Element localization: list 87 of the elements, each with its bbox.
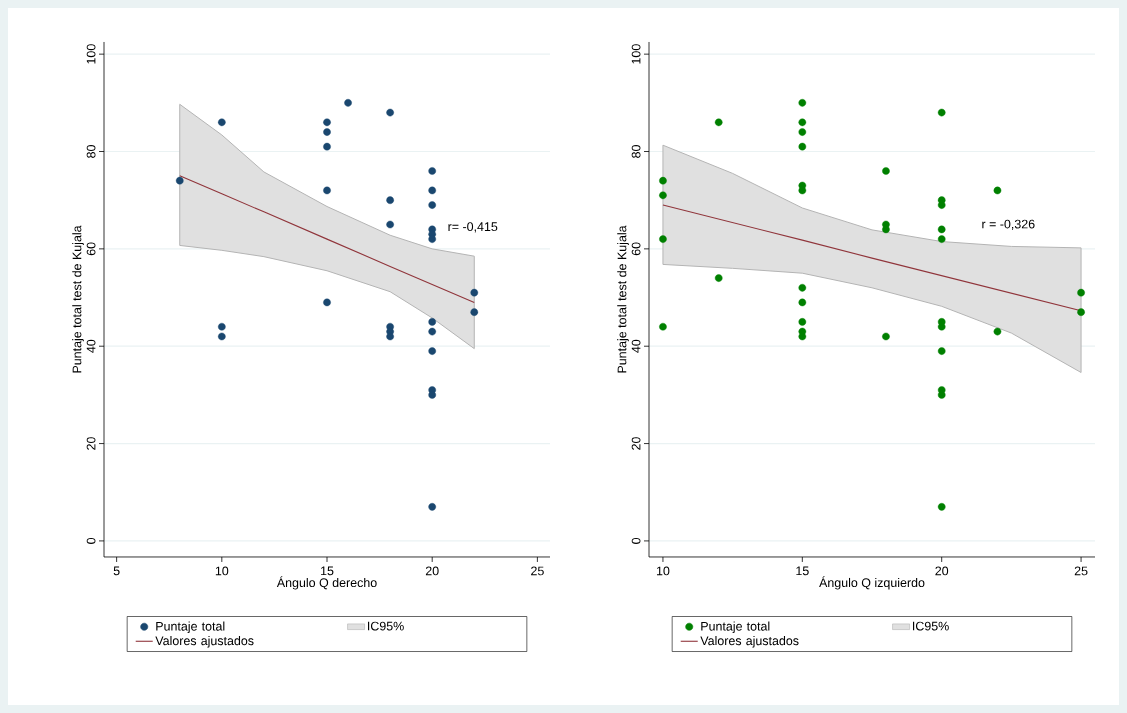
point	[323, 298, 331, 307]
x-tick-label: 5	[113, 566, 120, 576]
annotation: r= -0,415	[448, 222, 498, 233]
y-tick-label: 20	[86, 437, 96, 450]
point	[798, 318, 807, 326]
point	[323, 128, 331, 136]
y-tick-label: 60	[86, 242, 96, 256]
point	[882, 225, 890, 234]
x-tick-label: 25	[1074, 566, 1088, 576]
point	[937, 108, 946, 117]
legend-label: Puntaje total	[156, 621, 225, 634]
point	[937, 503, 946, 511]
point	[323, 186, 331, 195]
point	[798, 186, 807, 195]
y-tick-label: 0	[631, 537, 641, 544]
point	[218, 118, 226, 127]
point	[714, 118, 723, 127]
point	[428, 318, 436, 326]
point	[1077, 308, 1085, 316]
point	[428, 503, 436, 511]
x-axis-title: Ángulo Q derecho	[276, 576, 377, 590]
point	[470, 308, 479, 316]
x-tick-label: 20	[935, 566, 949, 576]
point	[798, 332, 807, 341]
point	[323, 142, 331, 151]
point	[798, 118, 807, 127]
point	[386, 108, 394, 117]
point	[882, 332, 890, 341]
y-axis-title: Puntaje total test de Kujala	[617, 225, 629, 373]
x-axis-title: Ángulo Q izquierdo	[819, 576, 925, 590]
point	[993, 327, 1002, 336]
point	[937, 391, 946, 399]
point	[659, 235, 667, 243]
y-tick-label: 40	[86, 339, 96, 353]
y-tick-label: 60	[631, 242, 641, 256]
point	[993, 186, 1002, 195]
point	[798, 284, 807, 292]
point	[714, 274, 723, 282]
point	[386, 196, 394, 204]
legend-label: Valores ajustados	[700, 636, 799, 648]
point	[937, 347, 946, 355]
point	[428, 391, 436, 399]
x-tick-label: 25	[531, 566, 544, 576]
point	[428, 201, 436, 209]
legend-label: Valores ajustados	[155, 636, 254, 648]
legend-label: IC95%	[913, 621, 949, 631]
point	[175, 176, 184, 185]
y-tick-label: 80	[631, 145, 641, 158]
point	[344, 99, 352, 107]
x-tick-label: 20	[425, 566, 439, 576]
legend-label: Puntaje total	[701, 621, 770, 634]
point	[323, 118, 331, 127]
x-tick-label: 15	[321, 566, 334, 576]
point	[798, 128, 807, 136]
point	[470, 288, 479, 297]
y-tick-label: 80	[86, 145, 96, 158]
x-tick-label: 15	[796, 566, 809, 576]
point	[798, 142, 807, 151]
legend-label: IC95%	[368, 621, 404, 631]
y-tick-label: 0	[86, 537, 96, 544]
x-tick-label: 10	[215, 566, 229, 576]
point	[937, 225, 946, 234]
y-tick-label: 100	[86, 44, 96, 64]
point	[428, 167, 436, 175]
point	[218, 332, 226, 341]
point	[386, 220, 394, 229]
y-axis-title: Puntaje total test de Kujala	[72, 225, 84, 373]
y-tick-label: 20	[631, 437, 641, 450]
point	[428, 347, 436, 355]
point	[428, 327, 436, 336]
point	[659, 322, 667, 331]
y-tick-label: 40	[631, 339, 641, 353]
point	[882, 167, 890, 175]
point	[798, 99, 807, 107]
point	[659, 176, 667, 185]
y-tick-label: 100	[631, 44, 641, 64]
point	[428, 186, 436, 195]
point	[1077, 288, 1085, 297]
point	[428, 235, 436, 243]
point	[386, 332, 394, 341]
point	[218, 322, 226, 331]
point	[937, 235, 946, 243]
point	[798, 298, 807, 307]
x-tick-label: 10	[656, 566, 670, 576]
point	[937, 201, 946, 209]
annotation: r = -0,326	[982, 219, 1035, 230]
point	[659, 191, 667, 200]
